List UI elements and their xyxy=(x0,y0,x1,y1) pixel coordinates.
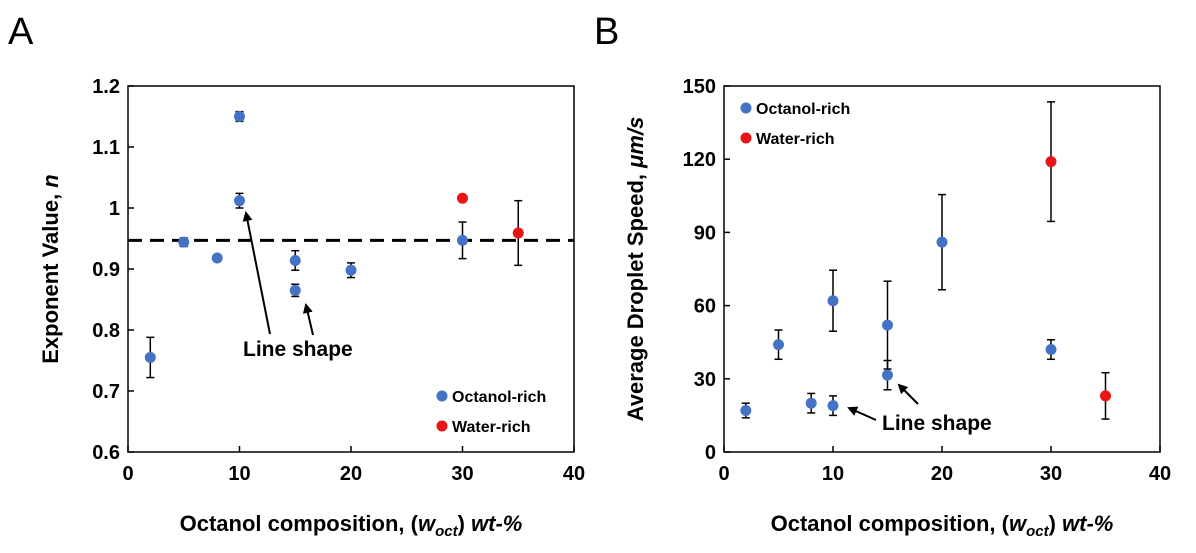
legend-octanol-marker xyxy=(436,390,448,402)
x-tick-label: 30 xyxy=(1040,463,1062,485)
y-tick-label: 1 xyxy=(109,198,120,220)
octanol-rich-point xyxy=(234,111,245,122)
y-tick-label: 0.9 xyxy=(92,259,120,281)
x-tick-label: 30 xyxy=(451,463,473,485)
panel-a-annotation: Line shape xyxy=(243,338,353,361)
octanol-rich-point xyxy=(827,400,839,412)
octanol-rich-point xyxy=(882,319,893,331)
panel-b-y-axis-label: Average Droplet Speed, μm/s xyxy=(623,117,648,422)
x-tick-label: 0 xyxy=(718,463,729,485)
panel-b-y-ticks: 0 30 60 90 120 150 xyxy=(683,76,730,464)
panel-b-label: B xyxy=(594,11,619,53)
y-tick-label: 0.8 xyxy=(92,320,120,342)
y-tick-label: 1.1 xyxy=(92,137,120,159)
y-tick-label: 150 xyxy=(683,76,716,98)
panel-a: A 0.6 0.7 0.8 0.9 1 1.1 1.2 0 10 20 30 40 Exponent… xyxy=(8,11,585,540)
x-tick-label: 0 xyxy=(122,463,133,485)
legend-water-marker xyxy=(436,420,448,432)
octanol-rich-point xyxy=(936,236,948,248)
panel-a-points xyxy=(144,110,524,379)
panel-a-arrow-2 xyxy=(302,303,314,336)
x-tick-label: 40 xyxy=(563,463,585,485)
panel-b-x-axis-label: Octanol composition, (woct) wt-% xyxy=(771,511,1114,540)
x-tick-label: 20 xyxy=(931,463,953,485)
octanol-rich-point xyxy=(289,254,301,266)
panel-b-annotation: Line shape xyxy=(882,412,992,435)
octanol-rich-point xyxy=(773,339,784,351)
legend-octanol-label: Octanol-rich xyxy=(452,389,546,406)
octanol-rich-point xyxy=(740,405,752,417)
octanol-rich-point xyxy=(289,284,301,296)
y-tick-label: 0.7 xyxy=(92,381,120,403)
panel-a-arrow-1 xyxy=(242,211,271,335)
y-tick-label: 60 xyxy=(694,296,716,318)
octanol-rich-point xyxy=(144,351,156,363)
water-rich-point xyxy=(457,192,468,204)
water-rich-point xyxy=(1100,390,1111,402)
octanol-rich-point xyxy=(178,236,190,248)
panel-a-x-ticks: 0 10 20 30 40 xyxy=(122,446,585,485)
y-tick-label: 90 xyxy=(694,222,716,244)
panel-b-x-ticks: 0 10 20 30 40 xyxy=(718,446,1171,485)
octanol-rich-point xyxy=(882,369,893,381)
panel-b-legend: Octanol-rich Water-rich xyxy=(740,101,850,148)
legend-octanol-marker xyxy=(740,102,752,114)
panel-b-arrow-1 xyxy=(847,406,877,421)
x-tick-label: 10 xyxy=(228,463,250,485)
y-tick-label: 0 xyxy=(705,442,716,464)
octanol-rich-point xyxy=(1045,344,1057,356)
x-tick-label: 20 xyxy=(340,463,362,485)
legend-water-label: Water-rich xyxy=(756,131,835,148)
y-tick-label: 120 xyxy=(683,149,716,171)
x-tick-label: 40 xyxy=(1149,463,1171,485)
legend-water-label: Water-rich xyxy=(452,419,531,436)
panel-b: B 0 30 60 90 120 150 0 10 20 30 40 Average Drople… xyxy=(594,11,1171,540)
panel-a-legend: Octanol-rich Water-rich xyxy=(436,389,546,436)
panel-b-points xyxy=(740,101,1111,420)
panel-a-x-axis-label: Octanol composition, (woct) wt-% xyxy=(180,511,523,540)
octanol-rich-point xyxy=(211,252,223,264)
octanol-rich-point xyxy=(805,397,817,409)
panel-b-arrow-2 xyxy=(897,383,919,405)
legend-octanol-label: Octanol-rich xyxy=(756,101,850,118)
octanol-rich-point xyxy=(345,264,357,276)
y-tick-label: 1.2 xyxy=(92,76,120,98)
octanol-rich-point xyxy=(827,295,839,307)
x-tick-label: 10 xyxy=(822,463,844,485)
octanol-rich-point xyxy=(457,234,468,246)
y-tick-label: 30 xyxy=(694,369,716,391)
water-rich-point xyxy=(512,227,524,239)
panel-a-label: A xyxy=(8,11,34,53)
water-rich-point xyxy=(1045,156,1057,168)
octanol-rich-point xyxy=(234,195,245,207)
panel-a-y-ticks: 0.6 0.7 0.8 0.9 1 1.1 1.2 xyxy=(92,76,134,464)
panel-a-y-axis-label: Exponent Value, n xyxy=(38,174,63,364)
y-tick-label: 0.6 xyxy=(92,442,120,464)
legend-water-marker xyxy=(740,132,752,144)
